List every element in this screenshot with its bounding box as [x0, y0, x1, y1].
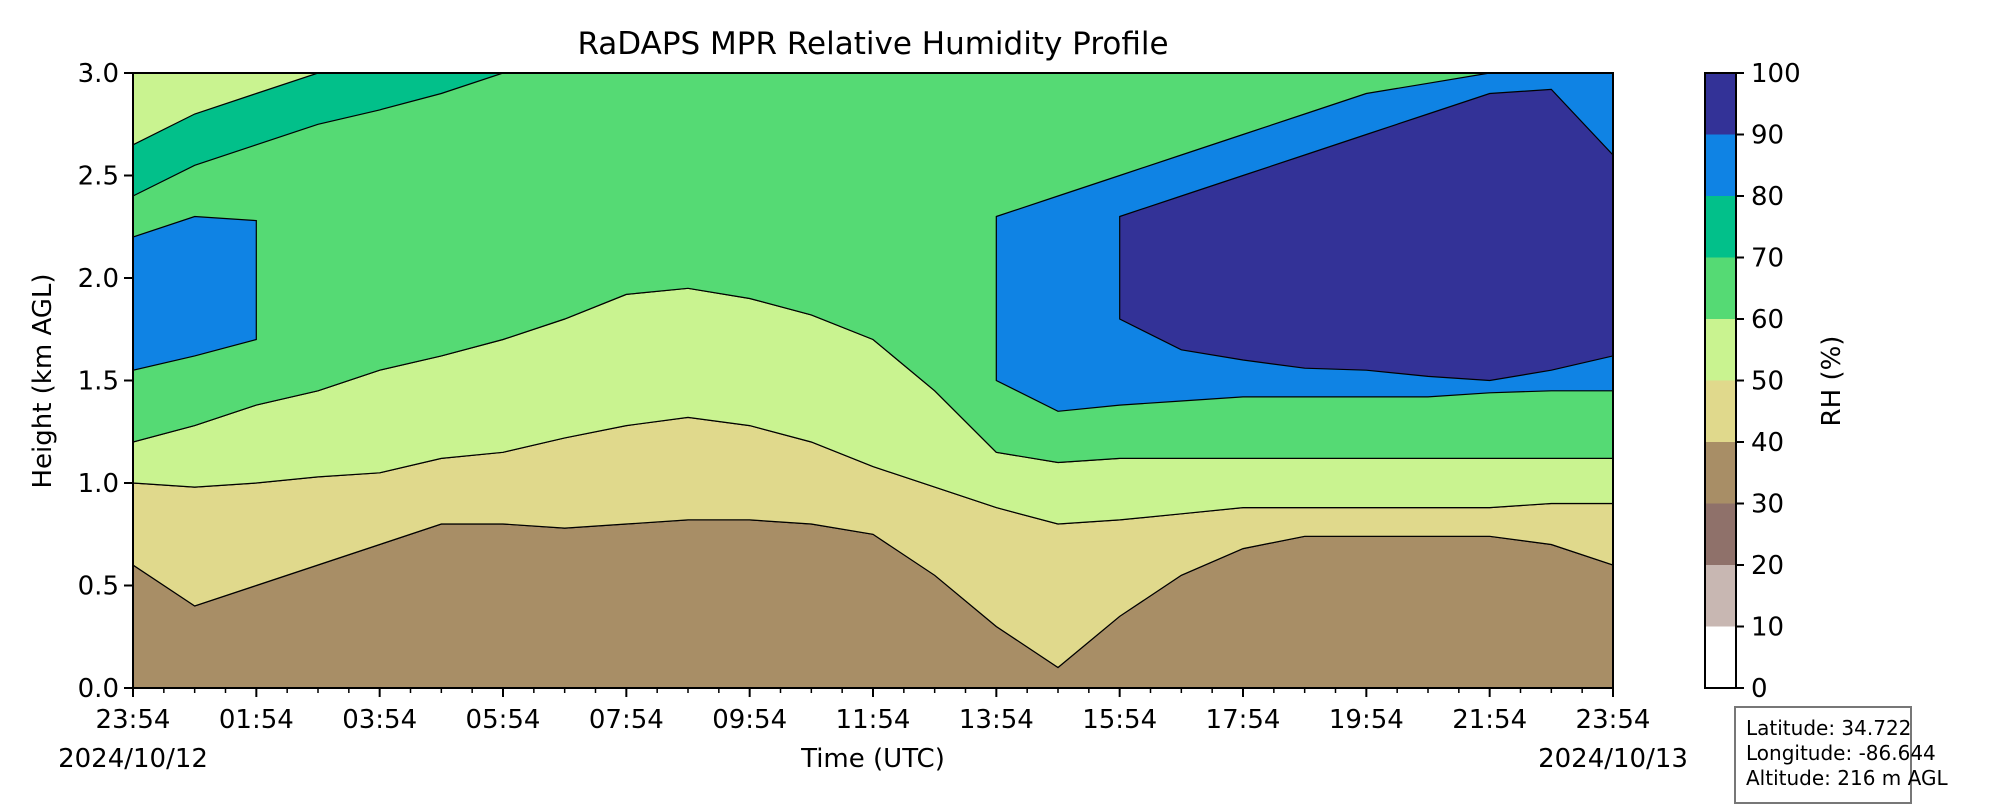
colorbar-segment — [1705, 626, 1736, 688]
station-info-box: Latitude: 34.722 Longitude: -86.644 Alti… — [1734, 706, 1948, 804]
latitude-text: Latitude: 34.722 — [1746, 716, 1912, 740]
colorbar-label: RH (%) — [1817, 336, 1847, 427]
colorbar-segment — [1705, 442, 1736, 504]
x-tick-label: 19:54 — [1329, 705, 1404, 735]
colorbar-tick-label: 80 — [1751, 182, 1784, 212]
colorbar-segment — [1705, 503, 1736, 565]
longitude-text: Longitude: -86.644 — [1746, 741, 1936, 765]
altitude-text: Altitude: 216 m AGL — [1746, 766, 1948, 790]
colorbar-segment — [1705, 319, 1736, 381]
y-axis: 0.0 0.5 1.0 1.5 2.0 2.5 3.0 — [78, 59, 133, 704]
x-tick-label: 05:54 — [466, 705, 541, 735]
colorbar-tick-label: 100 — [1751, 59, 1801, 89]
colorbar-tick-label: 0 — [1751, 674, 1768, 704]
contour-bands — [133, 73, 1613, 688]
colorbar-tick-label: 90 — [1751, 121, 1784, 151]
y-axis-label: Height (km AGL) — [28, 273, 58, 488]
rh-band-50-60-top — [133, 73, 381, 146]
y-tick-label: 3.0 — [78, 59, 119, 89]
colorbar-segment — [1705, 257, 1736, 319]
y-tick-label: 2.0 — [78, 264, 119, 294]
y-tick-label: 0.5 — [78, 572, 119, 602]
x-tick-label: 01:54 — [219, 705, 294, 735]
x-tick-label: 23:54 — [1576, 705, 1651, 735]
x-tick-label: 21:54 — [1452, 705, 1527, 735]
y-tick-label: 1.5 — [78, 367, 119, 397]
colorbar-tick-label: 40 — [1751, 428, 1784, 458]
x-tick-label: 17:54 — [1206, 705, 1281, 735]
x-tick-label: 15:54 — [1082, 705, 1157, 735]
colorbar-segment — [1705, 196, 1736, 258]
y-tick-label: 0.0 — [78, 674, 119, 704]
colorbar-segment — [1705, 565, 1736, 627]
rh-band-80-90 — [133, 215, 257, 371]
start-date-label: 2024/10/12 — [58, 744, 208, 774]
x-tick-label: 13:54 — [959, 705, 1034, 735]
colorbar-segment — [1705, 73, 1736, 135]
x-tick-label: 23:54 — [96, 705, 171, 735]
colorbar-segment — [1705, 134, 1736, 196]
end-date-label: 2024/10/13 — [1538, 744, 1688, 774]
colorbar-tick-label: 60 — [1751, 305, 1784, 335]
colorbar-tick-label: 30 — [1751, 490, 1784, 520]
x-tick-label: 03:54 — [342, 705, 417, 735]
colorbar-tick-label: 50 — [1751, 367, 1784, 397]
colorbar-tick-label: 10 — [1751, 613, 1784, 643]
x-axis: 23:54 01:54 03:54 05:54 07:54 09:54 11:54 13:54… — [96, 688, 1651, 735]
colorbar-tick-label: 20 — [1751, 551, 1784, 581]
chart-title: RaDAPS MPR Relative Humidity Profile — [577, 26, 1168, 62]
plot-area — [133, 73, 1613, 688]
x-tick-label: 07:54 — [589, 705, 664, 735]
x-tick-label: 11:54 — [836, 705, 911, 735]
rh-band-90-100 — [1119, 88, 1613, 382]
x-tick-label: 09:54 — [712, 705, 787, 735]
y-tick-label: 1.0 — [78, 469, 119, 499]
colorbar-tick-label: 70 — [1751, 244, 1784, 274]
x-axis-label: Time (UTC) — [800, 744, 945, 774]
y-tick-label: 2.5 — [78, 162, 119, 192]
colorbar-segment — [1705, 380, 1736, 442]
colorbar: 0 10 20 30 40 50 60 70 80 90 100 — [1704, 59, 1801, 704]
